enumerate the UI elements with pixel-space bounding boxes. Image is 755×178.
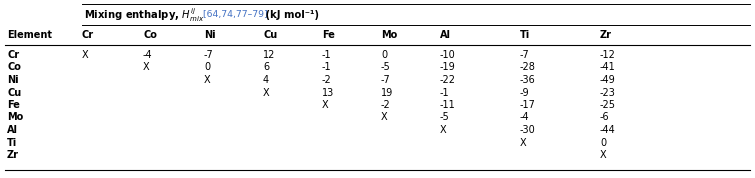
Text: -10: -10 [440, 50, 456, 60]
Text: -17: -17 [520, 100, 536, 110]
Text: -2: -2 [381, 100, 391, 110]
Text: X: X [82, 50, 88, 60]
Text: -1: -1 [322, 62, 331, 72]
Text: X: X [440, 125, 447, 135]
Text: -7: -7 [381, 75, 391, 85]
Text: 0: 0 [600, 137, 606, 148]
Text: Ni: Ni [7, 75, 19, 85]
Text: -19: -19 [440, 62, 456, 72]
Text: Fe: Fe [322, 30, 335, 40]
Text: Co: Co [143, 30, 157, 40]
Text: [64,74,77–79]: [64,74,77–79] [200, 11, 267, 20]
Text: 19: 19 [381, 88, 393, 98]
Text: -6: -6 [600, 112, 609, 122]
Text: Al: Al [7, 125, 18, 135]
Text: -1: -1 [322, 50, 331, 60]
Text: Cr: Cr [7, 50, 19, 60]
Text: -1: -1 [440, 88, 450, 98]
Text: -5: -5 [440, 112, 450, 122]
Text: (kJ mol⁻¹): (kJ mol⁻¹) [262, 10, 319, 20]
Text: 4: 4 [263, 75, 269, 85]
Text: X: X [204, 75, 211, 85]
Text: Element: Element [7, 30, 52, 40]
Text: 6: 6 [263, 62, 269, 72]
Text: Ti: Ti [7, 137, 17, 148]
Text: Fe: Fe [7, 100, 20, 110]
Text: -2: -2 [322, 75, 331, 85]
Text: Zr: Zr [7, 150, 19, 160]
Text: Cu: Cu [7, 88, 21, 98]
Text: -44: -44 [600, 125, 616, 135]
Text: -23: -23 [600, 88, 616, 98]
Text: -7: -7 [204, 50, 214, 60]
Text: -12: -12 [600, 50, 616, 60]
Text: Ni: Ni [204, 30, 216, 40]
Text: -5: -5 [381, 62, 391, 72]
Text: -4: -4 [520, 112, 529, 122]
Text: Mixing enthalpy, $H^{ij}_{mix}$: Mixing enthalpy, $H^{ij}_{mix}$ [84, 6, 205, 24]
Text: -36: -36 [520, 75, 536, 85]
Text: -11: -11 [440, 100, 456, 110]
Text: X: X [381, 112, 387, 122]
Text: -22: -22 [440, 75, 456, 85]
Text: 13: 13 [322, 88, 334, 98]
Text: -7: -7 [520, 50, 530, 60]
Text: -9: -9 [520, 88, 529, 98]
Text: Cr: Cr [82, 30, 94, 40]
Text: -30: -30 [520, 125, 536, 135]
Text: X: X [520, 137, 527, 148]
Text: 12: 12 [263, 50, 276, 60]
Text: X: X [263, 88, 270, 98]
Text: 0: 0 [204, 62, 210, 72]
Text: -4: -4 [143, 50, 153, 60]
Text: Ti: Ti [520, 30, 530, 40]
Text: -25: -25 [600, 100, 616, 110]
Text: Mo: Mo [7, 112, 23, 122]
Text: -49: -49 [600, 75, 616, 85]
Text: Al: Al [440, 30, 451, 40]
Text: X: X [143, 62, 149, 72]
Text: Cu: Cu [263, 30, 277, 40]
Text: X: X [600, 150, 606, 160]
Text: Co: Co [7, 62, 21, 72]
Text: Mo: Mo [381, 30, 397, 40]
Text: 0: 0 [381, 50, 387, 60]
Text: -41: -41 [600, 62, 616, 72]
Text: -28: -28 [520, 62, 536, 72]
Text: Zr: Zr [600, 30, 612, 40]
Text: X: X [322, 100, 328, 110]
